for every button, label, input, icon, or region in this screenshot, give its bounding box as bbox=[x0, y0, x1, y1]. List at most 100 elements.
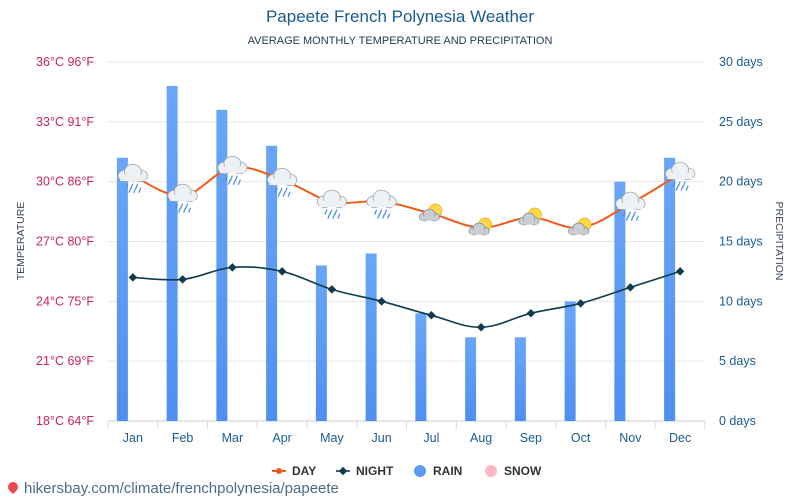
rain-bar bbox=[216, 109, 228, 421]
left-tick-label: 30°C 86°F bbox=[36, 175, 94, 189]
cloud-part bbox=[219, 166, 245, 174]
right-tick-label: 30 days bbox=[719, 55, 763, 69]
night-temperature-point bbox=[178, 275, 187, 284]
night-temperature-point bbox=[675, 267, 685, 276]
rain-drop bbox=[379, 209, 383, 215]
cloud-rain-icon bbox=[267, 167, 298, 197]
rain-drop bbox=[234, 175, 238, 181]
cloud-rain-icon bbox=[615, 191, 646, 221]
rain-bar bbox=[166, 85, 178, 421]
right-axis-title: PRECIPITATION bbox=[773, 202, 785, 281]
night-temperature-point bbox=[377, 297, 386, 306]
temperature-lines bbox=[128, 165, 685, 332]
rain-drop bbox=[138, 187, 142, 193]
left-tick-label: 21°C 69°F bbox=[36, 354, 94, 368]
rain-bar bbox=[266, 145, 278, 421]
legend-swatch-dot bbox=[338, 466, 348, 476]
rain-bars bbox=[116, 85, 676, 421]
rain-drop bbox=[175, 203, 179, 209]
legend-item-day[interactable]: DAY bbox=[272, 464, 316, 478]
month-label: Dec bbox=[669, 431, 691, 445]
rain-bar bbox=[465, 337, 477, 421]
rain-drop bbox=[334, 209, 338, 215]
rain-drop bbox=[324, 209, 328, 215]
rain-bar bbox=[614, 181, 626, 421]
rain-drop bbox=[188, 207, 192, 213]
night-temperature-point bbox=[228, 263, 237, 272]
sun-cloud-icon bbox=[518, 207, 542, 226]
cloud-part bbox=[470, 230, 488, 235]
rain-bar bbox=[664, 157, 676, 421]
rain-drop bbox=[672, 181, 676, 187]
rain-drop bbox=[685, 185, 689, 191]
rain-drop bbox=[274, 187, 278, 193]
cloud-part bbox=[319, 200, 345, 207]
cloud-part bbox=[120, 174, 146, 182]
legend[interactable]: DAY NIGHT RAIN SNOW bbox=[272, 464, 542, 478]
rain-drop bbox=[224, 175, 228, 181]
left-axis-title: TEMPERATURE bbox=[15, 202, 27, 281]
cloud-part bbox=[369, 200, 395, 207]
axes: 18°C 64°F 0 days 21°C 69°F 5 days 24°C 75°F 1… bbox=[15, 55, 785, 445]
rain-bar bbox=[116, 157, 128, 421]
rain-drop bbox=[329, 209, 333, 215]
month-label: Feb bbox=[172, 431, 194, 445]
rain-bar bbox=[315, 265, 327, 421]
legend-label: SNOW bbox=[504, 464, 542, 478]
night-temperature-point bbox=[526, 309, 536, 318]
month-label: Mar bbox=[222, 431, 244, 445]
night-temperature-point bbox=[128, 273, 138, 282]
rain-drop bbox=[622, 211, 626, 217]
legend-swatch-dot bbox=[276, 468, 282, 474]
source-link[interactable]: hikersbay.com/climate/frenchpolynesia/pa… bbox=[4, 479, 339, 497]
rain-drop bbox=[384, 209, 388, 215]
cloud-part bbox=[170, 194, 196, 201]
sun-cloud-icon bbox=[468, 217, 493, 236]
month-label: Jan bbox=[123, 431, 143, 445]
rain-drop bbox=[682, 181, 686, 187]
rain-drop bbox=[185, 203, 189, 209]
right-tick-label: 10 days bbox=[719, 294, 763, 308]
legend-item-night[interactable]: NIGHT bbox=[336, 464, 394, 478]
right-tick-label: 0 days bbox=[719, 414, 756, 428]
cloud-part bbox=[520, 220, 538, 225]
legend-label: DAY bbox=[292, 464, 316, 478]
month-label: Apr bbox=[272, 431, 291, 445]
month-label: Sep bbox=[520, 431, 542, 445]
legend-label: RAIN bbox=[433, 464, 462, 478]
left-tick-label: 24°C 75°F bbox=[36, 294, 94, 308]
rain-drop bbox=[229, 175, 233, 181]
night-temperature-point bbox=[476, 323, 486, 332]
cloud-rain-icon bbox=[117, 163, 148, 193]
rain-drop bbox=[635, 215, 639, 221]
cloud-part bbox=[420, 216, 439, 221]
sun-cloud-icon bbox=[568, 217, 592, 236]
night-temperature-point bbox=[626, 283, 635, 292]
month-label: Aug bbox=[470, 431, 492, 445]
month-label: Nov bbox=[619, 431, 642, 445]
weather-icons bbox=[117, 155, 696, 236]
right-tick-label: 5 days bbox=[719, 354, 756, 368]
rain-drop bbox=[632, 211, 636, 217]
rain-drop bbox=[627, 211, 631, 217]
cloud-rain-icon bbox=[665, 161, 696, 191]
rain-drop bbox=[125, 183, 129, 189]
legend-swatch bbox=[485, 465, 497, 477]
legend-item-rain[interactable]: RAIN bbox=[414, 464, 462, 478]
night-temperature-point bbox=[277, 267, 287, 276]
chart-title: Papeete French Polynesia Weather bbox=[265, 7, 535, 26]
left-tick-label: 18°C 64°F bbox=[36, 414, 94, 428]
night-temperature-point bbox=[576, 299, 585, 308]
right-tick-label: 25 days bbox=[719, 115, 763, 129]
night-temperature-point bbox=[427, 311, 436, 320]
grid-lines bbox=[107, 61, 706, 429]
day-temperature-line bbox=[132, 166, 681, 229]
month-label: May bbox=[320, 431, 344, 445]
cloud-rain-icon bbox=[217, 155, 248, 185]
legend-item-snow[interactable]: SNOW bbox=[485, 464, 542, 478]
cloud-part bbox=[569, 230, 588, 235]
rain-bar bbox=[514, 337, 526, 421]
rain-drop bbox=[284, 187, 288, 193]
location-pin-icon bbox=[5, 479, 21, 495]
